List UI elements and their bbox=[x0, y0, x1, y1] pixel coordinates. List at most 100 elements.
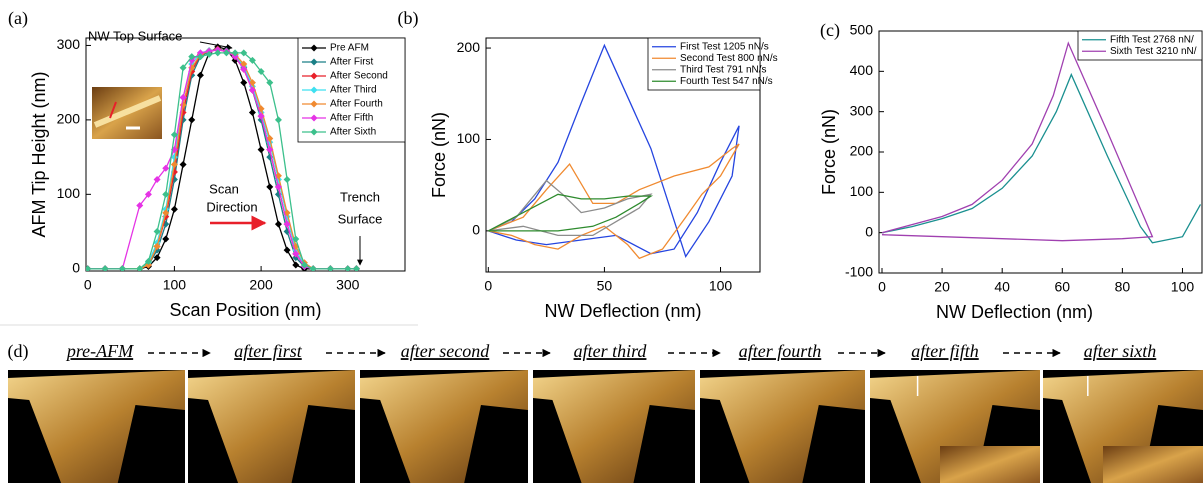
inset-wire bbox=[93, 95, 162, 128]
legend-label: After Third bbox=[330, 85, 377, 96]
x-tick-label: 60 bbox=[1054, 279, 1070, 295]
legend-label: First Test 1205 nN/s bbox=[680, 41, 769, 52]
data-point bbox=[179, 94, 187, 102]
caption: pre-AFM bbox=[65, 341, 134, 361]
legend-label: After Sixth bbox=[330, 127, 376, 138]
x-axis-title: NW Deflection (nm) bbox=[544, 301, 701, 321]
data-point bbox=[300, 261, 308, 269]
x-tick-label: 0 bbox=[84, 277, 92, 293]
y-tick-label: 100 bbox=[850, 183, 874, 199]
y-tick-label: 200 bbox=[57, 111, 81, 127]
data-point bbox=[136, 201, 144, 209]
data-point bbox=[118, 265, 126, 271]
x-tick-label: 100 bbox=[709, 278, 733, 294]
annotation: Direction bbox=[206, 199, 257, 214]
afm-image-surface bbox=[188, 370, 355, 483]
data-point bbox=[162, 235, 170, 243]
data-point bbox=[283, 246, 291, 254]
x-tick-label: 100 bbox=[163, 277, 187, 293]
data-point bbox=[292, 235, 300, 243]
afm-image-surface bbox=[360, 370, 528, 483]
x-tick-label: 300 bbox=[336, 277, 360, 293]
legend-marker bbox=[310, 72, 318, 80]
legend-box bbox=[1077, 30, 1203, 61]
data-point bbox=[326, 265, 334, 271]
y-tick-label: 200 bbox=[457, 39, 481, 55]
data-point bbox=[292, 254, 300, 262]
data-point bbox=[231, 49, 239, 57]
data-point bbox=[240, 49, 248, 57]
series-line bbox=[488, 179, 653, 237]
legend-label: Pre AFM bbox=[330, 43, 369, 54]
y-tick-label: 0 bbox=[865, 223, 873, 239]
y-tick-label: 300 bbox=[850, 102, 874, 118]
panel-label: (d) bbox=[8, 341, 29, 362]
legend-marker bbox=[310, 114, 318, 122]
data-point bbox=[344, 265, 352, 271]
data-point bbox=[266, 134, 274, 142]
legend-label: Third Test 791 nN/s bbox=[680, 64, 767, 75]
legend-marker bbox=[310, 58, 318, 66]
x-tick-label: 20 bbox=[934, 279, 950, 295]
data-point bbox=[101, 265, 109, 271]
data-point bbox=[222, 49, 230, 57]
legend-label: After Second bbox=[330, 71, 388, 82]
data-point bbox=[240, 79, 248, 87]
data-point bbox=[205, 50, 213, 58]
afm-image-surface bbox=[870, 370, 1040, 483]
legend-label: After Fifth bbox=[330, 113, 373, 124]
panel-label: (a) bbox=[8, 8, 28, 29]
data-point bbox=[248, 56, 256, 64]
annotation: Trench bbox=[340, 189, 380, 204]
data-point bbox=[162, 209, 170, 217]
y-tick-label: 200 bbox=[850, 143, 874, 159]
y-tick-label: 400 bbox=[850, 62, 874, 78]
data-point bbox=[136, 265, 144, 271]
y-axis-title: Force (nN) bbox=[429, 112, 449, 198]
plot-frame bbox=[485, 37, 761, 273]
y-tick-label: 0 bbox=[72, 259, 80, 275]
data-point bbox=[196, 53, 204, 61]
inset-scan-line bbox=[109, 101, 117, 119]
afm-image-surface bbox=[1043, 370, 1203, 483]
data-point bbox=[153, 254, 161, 262]
series-line bbox=[487, 193, 654, 232]
afm-inset bbox=[1103, 446, 1203, 483]
data-point bbox=[283, 220, 291, 228]
data-point bbox=[188, 116, 196, 124]
data-point bbox=[170, 131, 178, 139]
plot-area bbox=[881, 41, 1202, 244]
data-point bbox=[257, 67, 265, 75]
data-point bbox=[309, 265, 317, 271]
annotation: Surface bbox=[338, 211, 383, 226]
y-tick-label: 100 bbox=[57, 185, 81, 201]
afm-inset bbox=[940, 446, 1040, 483]
data-point bbox=[162, 205, 170, 213]
data-point bbox=[86, 265, 92, 271]
y-tick-label: 0 bbox=[472, 222, 480, 238]
data-point bbox=[274, 183, 282, 191]
data-point bbox=[248, 86, 256, 94]
data-point bbox=[283, 175, 291, 183]
plot-area bbox=[487, 43, 740, 260]
data-point bbox=[196, 71, 204, 79]
x-axis-title: NW Deflection (nm) bbox=[936, 302, 1093, 322]
data-point bbox=[292, 250, 300, 258]
data-point bbox=[144, 257, 152, 265]
plot-frame bbox=[85, 37, 406, 272]
legend-label: Second Test 800 nN/s bbox=[680, 53, 778, 64]
legend-label: After Fourth bbox=[330, 99, 383, 110]
x-tick-label: 100 bbox=[1171, 279, 1195, 295]
data-point bbox=[153, 242, 161, 250]
caption: after third bbox=[574, 341, 648, 361]
x-tick-label: 0 bbox=[878, 279, 886, 295]
data-point bbox=[179, 64, 187, 72]
data-point bbox=[214, 49, 222, 57]
data-point bbox=[274, 220, 282, 228]
legend-label: Fourth Test 547 nN/s bbox=[680, 76, 773, 87]
data-point bbox=[248, 108, 256, 116]
data-point bbox=[153, 228, 161, 236]
panel-label: (b) bbox=[398, 8, 419, 29]
